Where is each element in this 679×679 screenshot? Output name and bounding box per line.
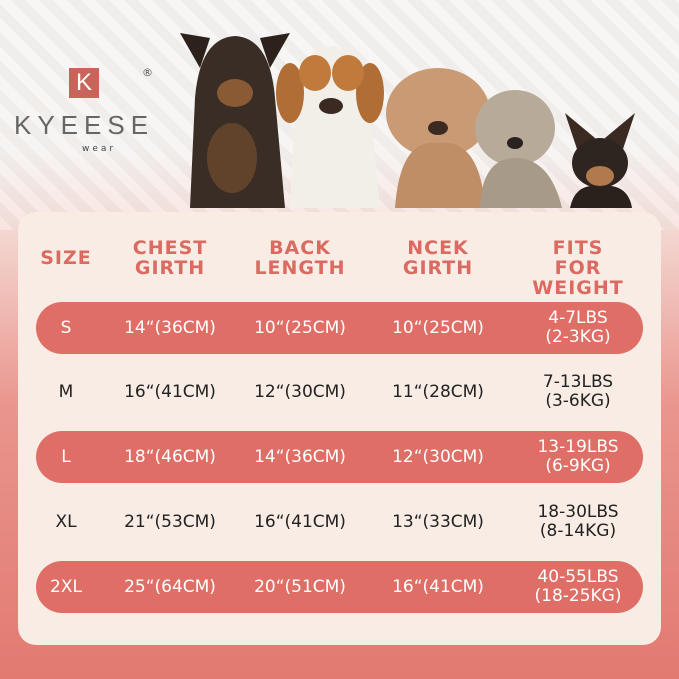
cell-weight: 40-55LBS (18-25KG): [535, 561, 622, 613]
table-row: S 14“(36CM) 10“(25CM) 10“(25CM) 4-7LBS (2-3KG…: [36, 302, 643, 354]
doberman-image: [180, 33, 290, 208]
cell-neck: 11“(28CM): [392, 381, 484, 402]
cell-chest: 14“(36CM): [124, 317, 216, 338]
cell-back: 12“(30CM): [254, 381, 346, 402]
header-neck-girth: NCEK GIRTH: [402, 237, 474, 279]
weight-line: 7-13LBS: [542, 372, 614, 392]
header-chest-girth: CHEST GIRTH: [132, 237, 208, 279]
header-back-length: BACK LENGTH: [254, 237, 346, 279]
cell-neck: 10“(25CM): [392, 317, 484, 338]
cell-size: S: [60, 317, 72, 338]
weight-line: 4-7LBS: [548, 308, 608, 328]
cell-neck: 16“(41CM): [392, 576, 484, 597]
weight-line: (8-14KG): [539, 521, 617, 541]
brand-logo: K ® KYEESE wear: [14, 66, 164, 156]
cell-weight: 7-13LBS (3-6KG): [543, 366, 613, 418]
table-row: 2XL 25“(64CM) 20“(51CM) 16“(41CM) 40-55LBS (1…: [36, 561, 643, 613]
cell-size: 2XL: [50, 576, 82, 597]
cell-size: M: [58, 381, 74, 402]
cell-back: 10“(25CM): [254, 317, 346, 338]
weight-line: (3-6KG): [545, 391, 611, 411]
cell-weight: 4-7LBS (2-3KG): [545, 302, 610, 354]
cell-weight: 13-19LBS (6-9KG): [537, 431, 618, 483]
cell-chest: 21“(53CM): [124, 511, 216, 532]
brand-subtitle: wear: [82, 144, 117, 154]
table-row: XL 21“(53CM) 16“(41CM) 13“(33CM) 18-30LBS (8-…: [36, 496, 643, 548]
cell-neck: 12“(30CM): [392, 446, 484, 467]
cell-size: XL: [55, 511, 77, 532]
cell-chest: 25“(64CM): [124, 576, 216, 597]
logo-mark: K: [69, 68, 99, 98]
size-chart-panel: SIZE CHEST GIRTH BACK LENGTH NCEK GIRTH FIT…: [18, 212, 661, 645]
weight-line: 40-55LBS: [537, 567, 619, 587]
schnauzer-image: [475, 90, 562, 208]
cell-chest: 16“(41CM): [124, 381, 216, 402]
cell-back: 14“(36CM): [254, 446, 346, 467]
weight-line: (6-9KG): [545, 456, 611, 476]
weight-line: 13-19LBS: [537, 437, 619, 457]
cell-size: L: [61, 446, 71, 467]
chihuahua-image: [565, 113, 635, 208]
registered-mark: ®: [142, 66, 153, 79]
cell-weight: 18-30LBS (8-14KG): [537, 496, 618, 548]
weight-line: 18-30LBS: [537, 502, 619, 522]
header-size: SIZE: [40, 247, 92, 269]
cell-neck: 13“(33CM): [392, 511, 484, 532]
cell-chest: 18“(46CM): [124, 446, 216, 467]
header-fits-for-weight: FITS FOR WEIGHT: [532, 237, 624, 299]
brand-name: KYEESE: [14, 110, 155, 140]
table-row: M 16“(41CM) 12“(30CM) 11“(28CM) 7-13LBS (3-6K…: [36, 366, 643, 418]
beagle-image: [276, 46, 384, 208]
poodle-image: [386, 68, 490, 208]
table-row: L 18“(46CM) 14“(36CM) 12“(30CM) 13-19LBS (6-9…: [36, 431, 643, 483]
weight-line: (18-25KG): [534, 586, 622, 606]
cell-back: 16“(41CM): [254, 511, 346, 532]
weight-line: (2-3KG): [545, 327, 611, 347]
cell-back: 20“(51CM): [254, 576, 346, 597]
dogs-photo: [180, 33, 635, 208]
